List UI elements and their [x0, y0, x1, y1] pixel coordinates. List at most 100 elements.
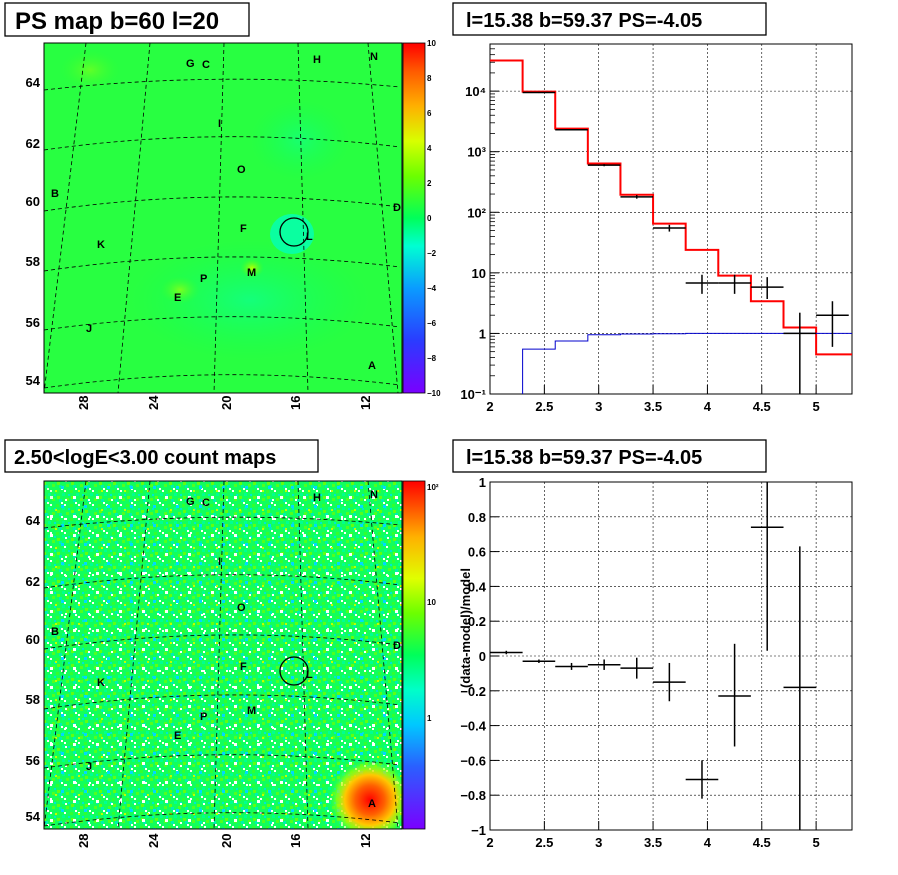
source-label-g: G	[186, 496, 195, 508]
source-label-d: D	[393, 640, 401, 652]
ps-map-x-tick: 28	[76, 396, 91, 410]
count-map-title-box	[4, 439, 319, 473]
spectrum-marks	[490, 59, 852, 394]
count-map-source-marker	[279, 656, 309, 686]
count-map-y-tick: 56	[26, 753, 40, 768]
source-label-e: E	[174, 292, 181, 304]
spectrum-y-tick: 10³	[467, 145, 486, 160]
ps-map-y-tick: 56	[26, 315, 40, 330]
residual-y-tick: 0.4	[468, 579, 487, 594]
source-label-d: D	[393, 202, 401, 214]
residual-data-point	[587, 659, 621, 670]
count-map-x-tick: 16	[288, 834, 303, 848]
count-map-hotspot-a	[328, 758, 402, 829]
residual-panel: 2 2.5 3 3.5 4 4.5 5 −1 −0.8 −0.6 −0.4 −0…	[452, 439, 853, 850]
residual-data-point	[653, 662, 686, 702]
residual-data-point	[490, 650, 523, 655]
residual-x-tick: 2.5	[535, 835, 553, 850]
spectrum-x-tick: 2.5	[535, 399, 553, 414]
source-label-f: F	[240, 661, 247, 673]
spectrum-y-tick: 10⁴	[465, 84, 486, 99]
spectrum-x-tick: 2	[486, 399, 493, 414]
source-label-a: A	[368, 798, 376, 810]
spectrum-tick-marks	[489, 43, 817, 395]
colorbar-tick: −2	[427, 249, 437, 258]
source-label-j: J	[86, 323, 92, 335]
ps-map-source-marker	[279, 217, 309, 247]
residual-y-tick: −0.8	[460, 788, 486, 803]
count-map-panel: G C H N I O B D F L K M P E J A 64 62 60…	[4, 439, 439, 848]
colorbar-tick: −6	[427, 319, 437, 328]
ps-map-x-tick: 20	[219, 396, 234, 410]
colorbar-tick: 4	[427, 144, 432, 153]
source-label-c: C	[202, 59, 210, 71]
colorbar-tick: 10²	[427, 483, 439, 492]
count-map-x-tick: 24	[146, 833, 161, 848]
colorbar-tick: 6	[427, 109, 432, 118]
count-map-title: 2.50<logE<3.00 count maps	[14, 447, 276, 469]
residual-data-point	[522, 659, 556, 663]
spectrum-model-histogram	[490, 59, 852, 356]
colorbar-tick: 2	[427, 179, 432, 188]
spectrum-data-point	[587, 164, 621, 167]
source-label-g: G	[186, 58, 195, 70]
residual-marks	[490, 482, 817, 830]
source-label-k: K	[97, 239, 105, 251]
source-label-l: L	[306, 231, 313, 243]
residual-y-tick-labels: −1 −0.8 −0.6 −0.4 −0.2 0 0.2 0.4 0.6 0.8…	[460, 475, 486, 838]
source-label-h: H	[313, 54, 321, 66]
spectrum-data-point	[653, 224, 686, 232]
source-label-n: N	[370, 51, 378, 63]
ps-map-title-box	[4, 2, 250, 37]
source-label-j: J	[86, 761, 92, 773]
residual-data-point	[685, 760, 719, 799]
residual-y-tick: 0.6	[468, 545, 486, 560]
spectrum-title-box	[452, 2, 767, 36]
residual-x-tick: 5	[813, 835, 820, 850]
residual-data-point	[620, 657, 654, 679]
spectrum-x-tick: 4	[704, 399, 712, 414]
ps-map-y-tick: 62	[26, 136, 40, 151]
source-label-e: E	[174, 730, 181, 742]
ps-map-x-tick: 12	[358, 396, 373, 410]
spectrum-y-tick-labels: 10⁻¹ 1 10 10² 10³ 10⁴	[460, 84, 486, 402]
count-map-y-tick: 54	[26, 809, 41, 824]
ps-map-colorbar	[402, 42, 426, 394]
residual-data-point	[555, 662, 588, 670]
spectrum-data-point	[783, 312, 817, 394]
colorbar-tick: 10	[427, 39, 436, 48]
source-label-a: A	[368, 360, 376, 372]
source-label-o: O	[237, 164, 246, 176]
source-label-i: I	[218, 556, 221, 568]
source-label-i: I	[218, 118, 221, 130]
ps-map-source-labels: G C H N I O B D F L K M P E J A	[51, 51, 401, 372]
spectrum-data-point	[816, 301, 849, 347]
count-map-colorbar-ticks: 10² 10 1	[427, 483, 439, 723]
spectrum-y-tick: 10⁻¹	[460, 387, 486, 402]
residual-data-point	[750, 482, 784, 651]
spectrum-x-tick-labels: 2 2.5 3 3.5 4 4.5 5	[486, 399, 819, 414]
residual-y-axis-label: (data-model)/model	[458, 568, 473, 688]
source-label-l: L	[306, 669, 313, 681]
spectrum-data-point	[522, 91, 556, 94]
residual-y-tick: 0	[479, 649, 486, 664]
spectrum-data-point	[750, 277, 784, 300]
spectrum-data-point	[685, 274, 719, 294]
source-label-m: M	[247, 705, 256, 717]
residual-x-tick-labels: 2 2.5 3 3.5 4 4.5 5	[486, 835, 819, 850]
count-map-colorbar	[402, 480, 426, 830]
residual-y-tick: −1	[471, 823, 486, 838]
residual-y-tick: −0.4	[460, 719, 486, 734]
count-map-y-tick: 60	[26, 632, 40, 647]
residual-title: l=15.38 b=59.37 PS=-4.05	[466, 447, 702, 469]
spectrum-background-histogram	[522, 332, 852, 394]
colorbar-tick: 8	[427, 74, 432, 83]
source-label-n: N	[370, 489, 378, 501]
residual-data-point	[783, 546, 817, 830]
source-label-b: B	[51, 188, 59, 200]
spectrum-data-point	[718, 274, 751, 294]
source-label-p: P	[200, 273, 207, 285]
count-map-y-tick: 64	[26, 513, 41, 528]
spectrum-plot-frame	[489, 43, 853, 395]
